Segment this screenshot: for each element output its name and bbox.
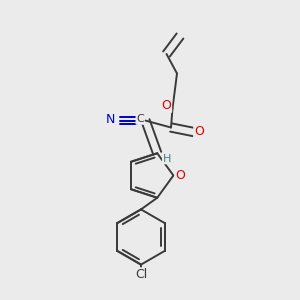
Text: C: C	[136, 114, 144, 124]
Text: O: O	[175, 169, 185, 182]
Text: Cl: Cl	[135, 268, 147, 281]
Text: O: O	[194, 125, 204, 139]
Text: H: H	[163, 154, 171, 164]
Text: O: O	[162, 99, 171, 112]
Text: N: N	[106, 112, 115, 126]
